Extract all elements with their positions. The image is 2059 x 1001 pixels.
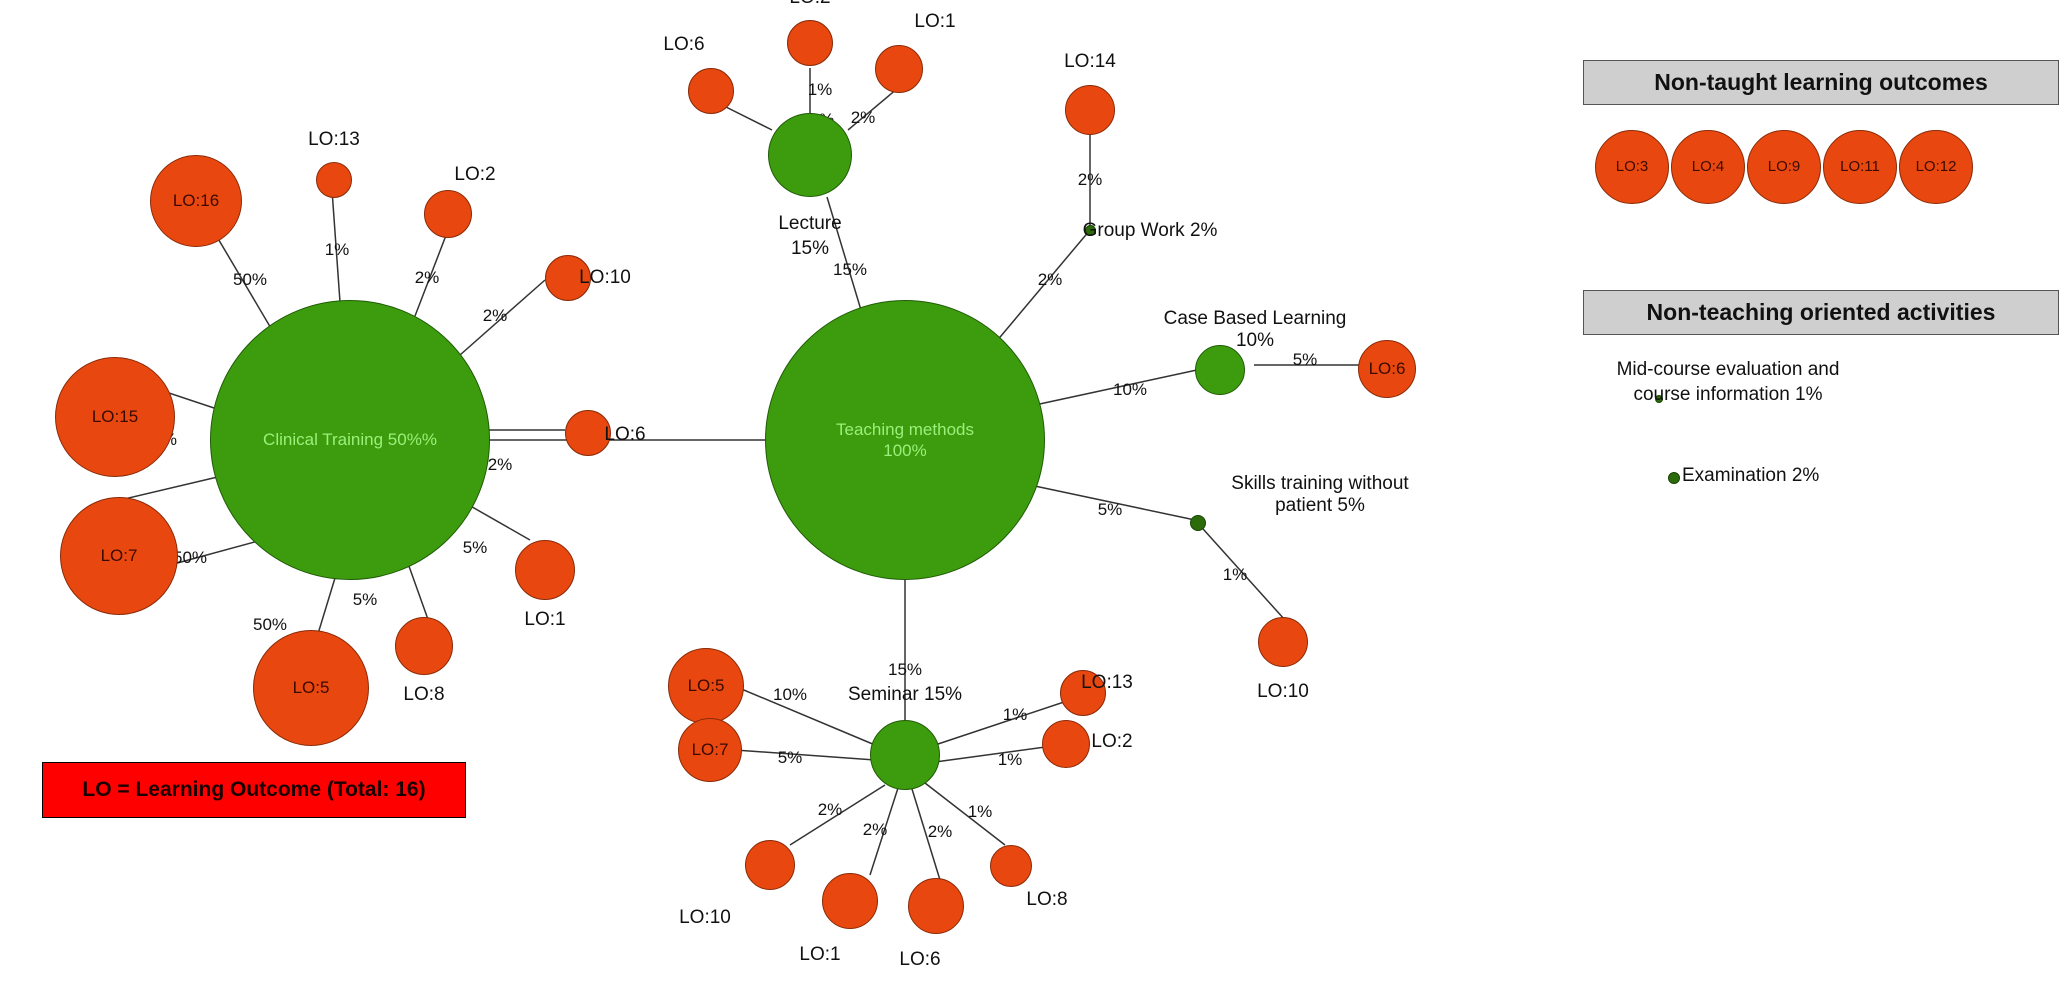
label-lo13: LO:13	[308, 129, 360, 151]
node-non-taught-0[interactable]: LO:3	[1595, 130, 1669, 204]
clinical-training-label: Clinical Training	[263, 430, 383, 449]
node-lecture[interactable]	[768, 113, 852, 197]
edge-label-lo1-lecture: 2%	[851, 108, 876, 128]
node-lo2b[interactable]	[424, 190, 472, 238]
diagram-canvas: 15% 1% 1% 2% 2% 2% 10% 5% 5% 1% 15% 50% …	[0, 0, 2059, 1001]
node-lo10-seminar[interactable]	[745, 840, 795, 890]
label-lo2-lecture: LO:2	[789, 0, 830, 9]
clinical-training-value: 50%	[388, 430, 422, 449]
label-lecture: Lecture	[778, 213, 841, 235]
edge-label-sem-lo5: 10%	[773, 685, 807, 705]
node-lo6-lecture[interactable]	[688, 68, 734, 114]
label-skills-training: Skills training without patient 5%	[1210, 473, 1430, 517]
label-lo10-seminar: LO:10	[679, 907, 731, 929]
edge-label-sem-lo7: 5%	[778, 748, 803, 768]
node-lo1-lecture[interactable]	[875, 45, 923, 93]
node-case-based-learning[interactable]	[1195, 345, 1245, 395]
teaching-methods-value: 100%	[836, 440, 974, 461]
edge-label-ct-lo6: 2%	[488, 455, 513, 475]
node-non-taught-2[interactable]: LO:9	[1747, 130, 1821, 204]
node-non-taught-3[interactable]: LO:11	[1823, 130, 1897, 204]
node-lo14[interactable]	[1065, 85, 1115, 135]
edge-label-sem-lo13: 1%	[1003, 705, 1028, 725]
label-lo2-seminar: LO:2	[1091, 731, 1132, 753]
edge-label-skills: 5%	[1098, 500, 1123, 520]
edge-label-sem-lo10: 2%	[818, 800, 843, 820]
label-lo10-skills: LO:10	[1257, 681, 1309, 703]
label-examination: Examination 2%	[1682, 465, 1819, 487]
node-lo2-lecture[interactable]	[787, 20, 833, 66]
edge-label-seminar: 15%	[888, 660, 922, 680]
node-lo1b[interactable]	[515, 540, 575, 600]
node-lo10-skills[interactable]	[1258, 617, 1308, 667]
edge-label-ct-lo2: 2%	[415, 268, 440, 288]
edge-label-cbl: 10%	[1113, 380, 1147, 400]
label-lo8-seminar: LO:8	[1026, 889, 1067, 911]
label-lo8: LO:8	[403, 684, 444, 706]
label-lo1-seminar: LO:1	[799, 944, 840, 966]
node-lo8-seminar[interactable]	[990, 845, 1032, 887]
node-lo8[interactable]	[395, 617, 453, 675]
label-lo6-seminar: LO:6	[899, 949, 940, 971]
label-lo6-lecture: LO:6	[663, 34, 704, 56]
edge-label-sem-lo2: 1%	[998, 750, 1023, 770]
edge-label-ct-lo7: 50%	[173, 548, 207, 568]
edge-label-ct-lo8: 5%	[353, 590, 378, 610]
node-non-taught-4[interactable]: LO:12	[1899, 130, 1973, 204]
edge-label-ct-lo16: 50%	[233, 270, 267, 290]
panel-non-taught-title: Non-taught learning outcomes	[1583, 60, 2059, 105]
edge-label-sem-lo6: 2%	[928, 822, 953, 842]
node-skills-training[interactable]	[1190, 515, 1206, 531]
node-lo16[interactable]: LO:16	[150, 155, 242, 247]
label-lo2b: LO:2	[454, 164, 495, 186]
edge-label-cbl-lo6: 5%	[1293, 350, 1318, 370]
dot-examination[interactable]	[1668, 472, 1680, 484]
node-lo13[interactable]	[316, 162, 352, 198]
node-lo2-seminar[interactable]	[1042, 720, 1090, 768]
node-lo13-seminar[interactable]	[1060, 670, 1106, 716]
node-lo5[interactable]: LO:5	[253, 630, 369, 746]
node-lo7-seminar[interactable]: LO:7	[678, 718, 742, 782]
node-seminar[interactable]	[870, 720, 940, 790]
edge-label-ct-lo13: 1%	[325, 240, 350, 260]
edge-label-skills-lo10: 1%	[1223, 565, 1248, 585]
node-group-work[interactable]	[1085, 225, 1096, 236]
legend-text: LO = Learning Outcome (Total: 16)	[82, 778, 425, 802]
edge-label-ct-lo5: 50%	[253, 615, 287, 635]
edge-label-ct-lo1: 5%	[463, 538, 488, 558]
panel-non-teaching-title: Non-teaching oriented activities	[1583, 290, 2059, 335]
node-lo10[interactable]	[545, 255, 591, 301]
label-lecture-pct: 15%	[791, 238, 829, 260]
label-lo14: LO:14	[1064, 51, 1116, 73]
edge-label-lo14: 2%	[1078, 170, 1103, 190]
edge-label-sem-lo8: 1%	[968, 802, 993, 822]
node-lo15[interactable]: LO:15	[55, 357, 175, 477]
edge-label-lo2-lecture: 1%	[808, 80, 833, 100]
node-lo7[interactable]: LO:7	[60, 497, 178, 615]
node-teaching-methods[interactable]: Teaching methods 100%	[765, 300, 1045, 580]
node-lo6-cbl[interactable]: LO:6	[1358, 340, 1416, 398]
teaching-methods-label: Teaching methods	[836, 419, 974, 440]
label-seminar: Seminar 15%	[848, 684, 962, 706]
label-cbl: Case Based Learning 10%	[1164, 308, 1347, 352]
node-lo1-seminar[interactable]	[822, 873, 878, 929]
label-lo1b: LO:1	[524, 609, 565, 631]
edge-label-sem-lo1: 2%	[863, 820, 888, 840]
edge-label-groupwork: 2%	[1038, 270, 1063, 290]
node-clinical-training[interactable]: Clinical Training 50%%	[210, 300, 490, 580]
edge-label-lecture: 15%	[833, 260, 867, 280]
node-lo6b[interactable]	[565, 410, 611, 456]
label-mid-course-eval: Mid-course evaluation and course informa…	[1598, 358, 1858, 407]
label-lo1-lecture: LO:1	[914, 11, 955, 33]
label-group-work: Group Work 2%	[1083, 220, 1218, 242]
node-lo5-seminar[interactable]: LO:5	[668, 648, 744, 724]
legend-box: LO = Learning Outcome (Total: 16)	[42, 762, 466, 818]
edge-label-ct-lo10: 2%	[483, 306, 508, 326]
node-lo6-seminar[interactable]	[908, 878, 964, 934]
node-non-taught-1[interactable]: LO:4	[1671, 130, 1745, 204]
